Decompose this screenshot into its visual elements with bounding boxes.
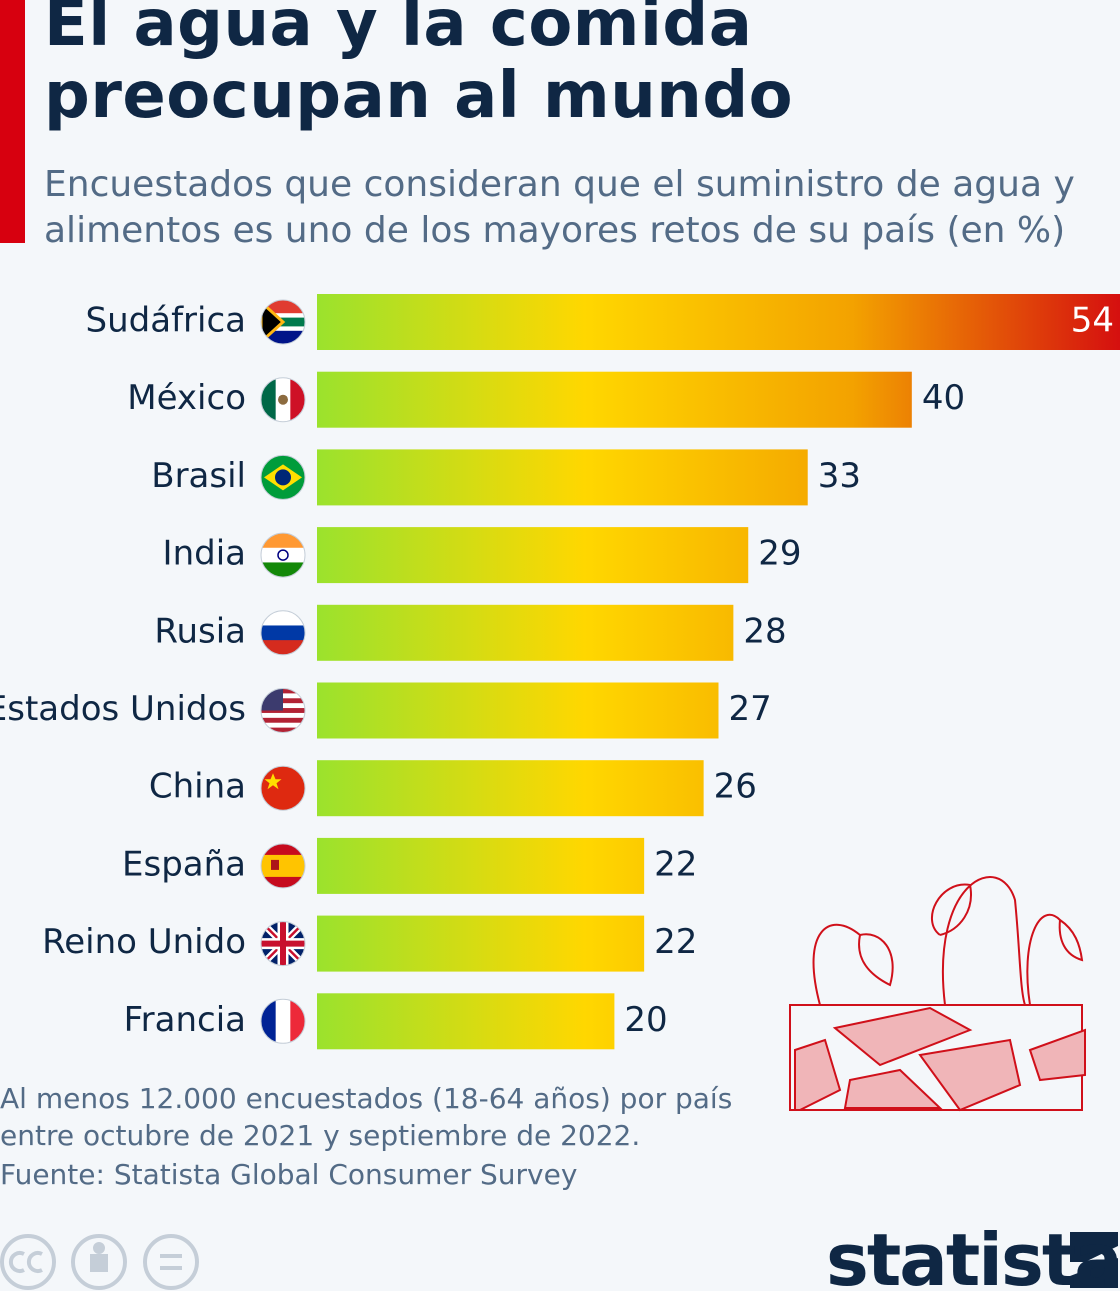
bar xyxy=(317,915,645,972)
flag xyxy=(261,610,305,655)
bar xyxy=(317,449,808,506)
flag-border xyxy=(260,377,306,423)
license-icons xyxy=(0,1234,199,1290)
flag-part xyxy=(264,773,282,790)
flag-part xyxy=(261,854,305,878)
flag-part xyxy=(261,562,305,578)
illustration xyxy=(789,876,1086,1112)
flag-part xyxy=(275,999,291,1044)
category-label: Estados Unidos xyxy=(0,689,246,729)
flag-border xyxy=(260,610,306,656)
flag-border xyxy=(260,998,306,1044)
flag xyxy=(261,455,305,500)
flag-part xyxy=(261,610,305,626)
logo-mark xyxy=(1070,1232,1118,1288)
value-label: 28 xyxy=(743,611,786,651)
flag-part xyxy=(278,394,288,405)
category-label: México xyxy=(127,378,246,418)
flag-part xyxy=(261,533,305,549)
value-label: 27 xyxy=(729,689,772,729)
bar xyxy=(317,837,645,894)
value-label: 22 xyxy=(654,844,697,884)
source: Fuente: Statista Global Consumer Survey xyxy=(0,1158,578,1191)
flag xyxy=(261,766,305,811)
flag-border xyxy=(260,921,306,967)
value-label: 22 xyxy=(654,922,697,962)
flag-part xyxy=(261,547,305,563)
flag-part xyxy=(271,859,279,870)
bar xyxy=(317,760,704,817)
category-label: Rusia xyxy=(154,611,246,651)
value-label: 40 xyxy=(922,378,965,418)
title: El agua y la comida preocupan al mundo xyxy=(44,0,794,133)
value-label: 26 xyxy=(714,767,757,807)
category-label: Reino Unido xyxy=(42,922,246,962)
flag xyxy=(261,377,305,422)
flag-part xyxy=(290,377,305,422)
flag-part xyxy=(261,921,305,966)
flag-part xyxy=(261,712,305,719)
flag-part xyxy=(261,843,305,856)
flag xyxy=(261,533,305,578)
category-label: Francia xyxy=(124,1000,246,1040)
flag-border xyxy=(260,688,306,733)
flag-part xyxy=(275,469,291,486)
category-label: España xyxy=(122,844,246,884)
flag-part xyxy=(261,313,305,319)
flag-part xyxy=(277,549,289,561)
flag-part xyxy=(261,300,286,344)
value-label: 54 xyxy=(1071,301,1114,341)
category-label: Brasil xyxy=(151,456,246,496)
flag-part xyxy=(261,876,305,888)
bar xyxy=(317,294,1120,350)
flag-part xyxy=(261,727,305,733)
flag-border xyxy=(260,765,306,811)
flag xyxy=(261,843,305,888)
category-label: India xyxy=(163,534,246,574)
bar xyxy=(317,682,719,739)
logo: statista xyxy=(826,1218,1120,1291)
category-label: China xyxy=(149,767,246,807)
bar xyxy=(317,604,734,661)
accent-bar xyxy=(0,0,25,243)
flag-part xyxy=(261,377,277,422)
flag-part xyxy=(261,708,305,714)
flag-border xyxy=(260,843,306,889)
value-label: 29 xyxy=(758,534,801,574)
bar xyxy=(317,993,615,1050)
flag-part xyxy=(261,717,305,724)
subtitle: Encuestados que consideran que el sumini… xyxy=(44,164,1075,251)
flag-part xyxy=(261,625,305,641)
flag-part xyxy=(261,999,277,1044)
flag xyxy=(261,999,305,1044)
flag-part xyxy=(261,640,305,655)
bar xyxy=(317,527,749,584)
flag-border xyxy=(260,299,306,345)
flag-border xyxy=(260,532,306,578)
flag-part xyxy=(290,999,305,1044)
note: Al menos 12.000 encuestados (18-64 años)… xyxy=(0,1082,733,1152)
flag xyxy=(261,921,305,966)
value-label: 20 xyxy=(624,1000,667,1040)
bar xyxy=(317,371,912,428)
flag-part xyxy=(261,326,305,332)
value-label: 33 xyxy=(818,456,861,496)
flag-border xyxy=(260,454,306,500)
flag-part xyxy=(261,722,305,729)
category-label: Sudáfrica xyxy=(86,301,246,341)
